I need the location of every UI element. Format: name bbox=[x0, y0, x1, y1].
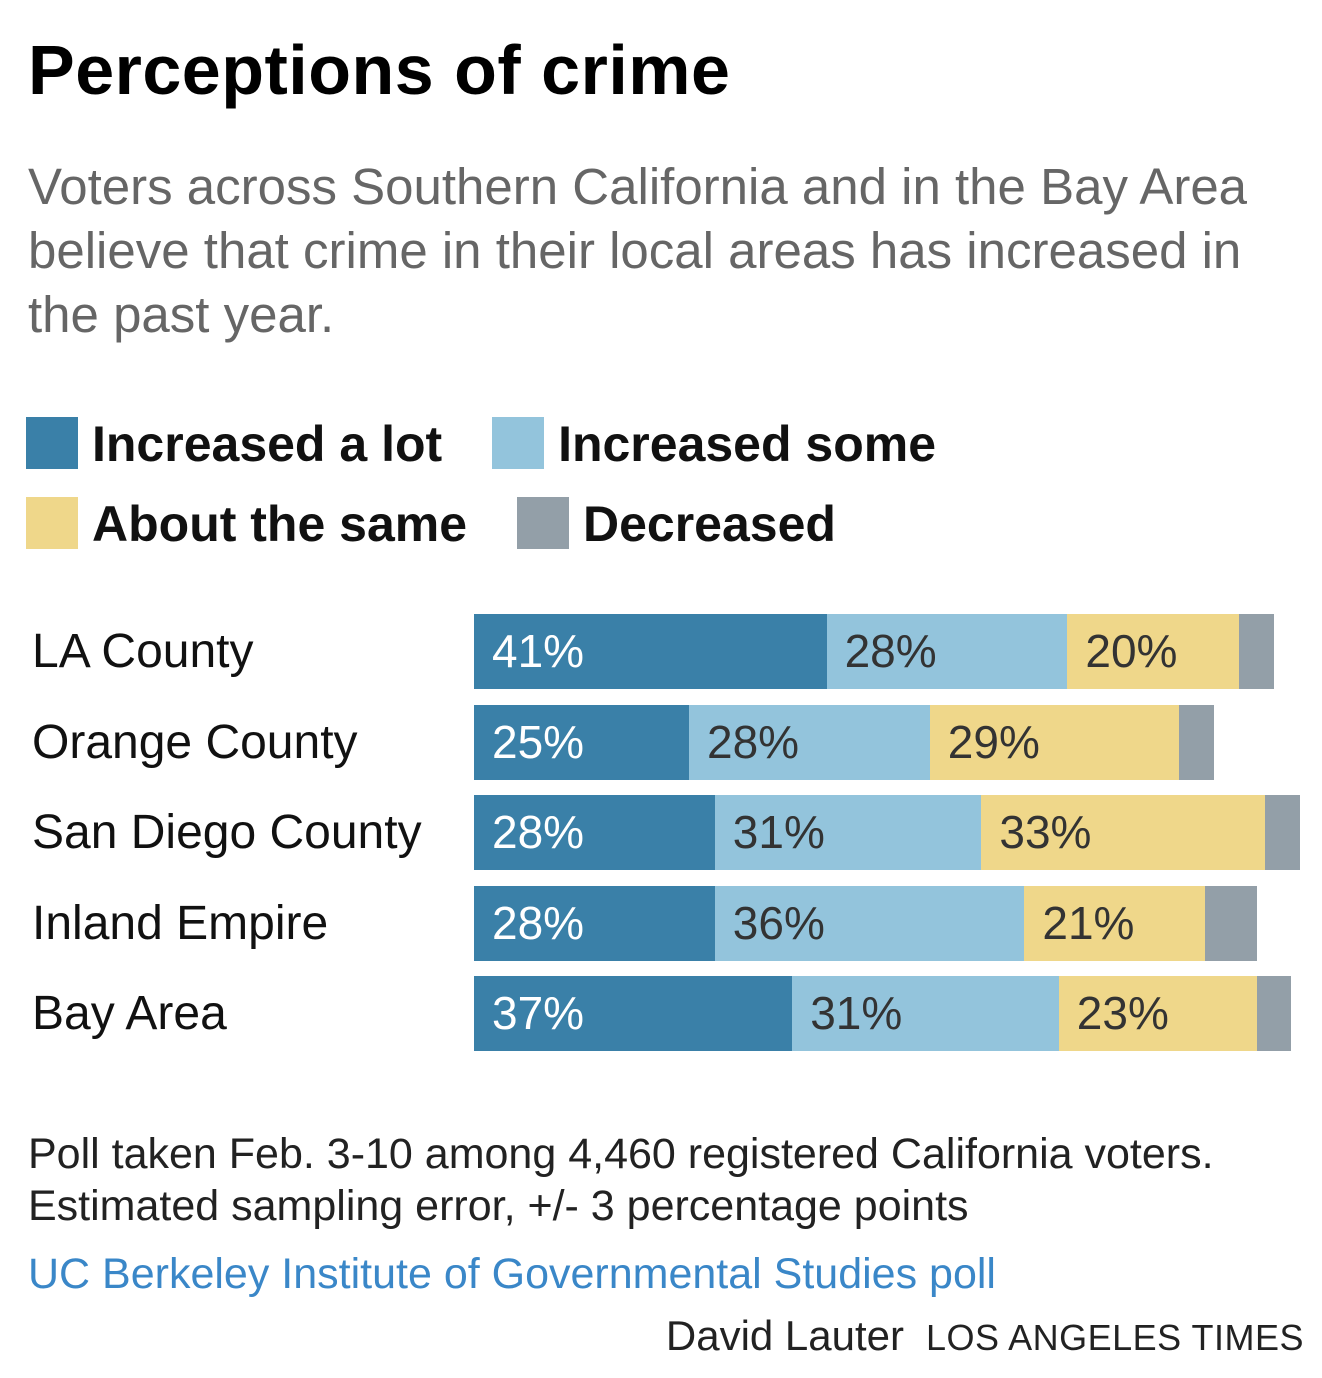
bar-segment-increased-some: 31% bbox=[792, 976, 1059, 1051]
category-label: LA County bbox=[32, 625, 254, 678]
legend-label: Increased a lot bbox=[92, 416, 443, 472]
data-label: 28% bbox=[707, 715, 800, 768]
legend-item-decreased: Decreased bbox=[516, 484, 836, 564]
note-line: Estimated sampling error, +/- 3 percenta… bbox=[28, 1182, 969, 1230]
category-label: San Diego County bbox=[32, 806, 422, 859]
bar-segment-increased-some: 36% bbox=[714, 885, 1025, 961]
data-label: 31% bbox=[810, 987, 903, 1039]
legend-swatch bbox=[26, 417, 78, 469]
legend-item-increased-a-lot: Increased a lot bbox=[26, 404, 442, 484]
bar-segment-decreased bbox=[1179, 704, 1214, 780]
legend-swatch bbox=[516, 497, 569, 549]
bar-segment-increased-some: 28% bbox=[826, 614, 1068, 689]
data-label: 29% bbox=[947, 715, 1040, 768]
poll-note: Poll taken Feb. 3-10 among 4,460 registe… bbox=[28, 1128, 1214, 1232]
bar-segment-decreased bbox=[1256, 976, 1291, 1051]
bar-segment-about-the-same: 33% bbox=[981, 795, 1266, 870]
credit: David Lauter LOS ANGELES TIMES bbox=[666, 1312, 1304, 1360]
category-label: Bay Area bbox=[32, 987, 227, 1040]
bar-segment-decreased bbox=[1239, 614, 1274, 689]
publisher-logo: LOS ANGELES TIMES bbox=[926, 1317, 1304, 1358]
data-label: 41% bbox=[492, 625, 585, 677]
bar-segment-about-the-same: 29% bbox=[929, 704, 1180, 780]
bar-segment-decreased bbox=[1265, 795, 1300, 870]
author: David Lauter bbox=[665, 1312, 905, 1359]
data-label: 36% bbox=[732, 896, 825, 949]
category-label: Inland Empire bbox=[32, 896, 329, 950]
bar-segment-about-the-same: 23% bbox=[1058, 976, 1257, 1051]
legend: Increased a lot Increased some About the… bbox=[26, 404, 1316, 564]
bar-segment-decreased bbox=[1205, 885, 1257, 961]
legend-item-increased-some: Increased some bbox=[492, 404, 936, 484]
bar-segment-increased-a-lot: 28% bbox=[474, 885, 715, 961]
bar-segment-increased-a-lot: 41% bbox=[474, 614, 827, 689]
data-label: 23% bbox=[1076, 987, 1169, 1039]
data-label: 28% bbox=[492, 896, 585, 949]
legend-label: Decreased bbox=[582, 496, 836, 552]
data-label: 20% bbox=[1085, 625, 1178, 677]
legend-label: About the same bbox=[92, 496, 468, 552]
bar-segment-increased-some: 31% bbox=[714, 795, 982, 870]
bar-segment-about-the-same: 20% bbox=[1067, 614, 1240, 689]
legend-label: Increased some bbox=[558, 416, 937, 472]
chart-title: Perceptions of crime bbox=[28, 31, 731, 109]
bar-segment-increased-a-lot: 37% bbox=[474, 976, 793, 1051]
data-label: 33% bbox=[999, 806, 1092, 858]
note-line: Poll taken Feb. 3-10 among 4,460 registe… bbox=[28, 1130, 1214, 1178]
data-label: 28% bbox=[492, 806, 585, 858]
bar-segment-increased-a-lot: 28% bbox=[474, 795, 715, 870]
legend-item-about-the-same: About the same bbox=[26, 484, 467, 564]
bar-segment-increased-a-lot: 25% bbox=[474, 704, 689, 780]
legend-swatch bbox=[26, 497, 78, 549]
chart-subtitle: Voters across Southern California and in… bbox=[28, 158, 1248, 343]
data-label: 31% bbox=[732, 806, 825, 858]
data-label: 21% bbox=[1042, 896, 1135, 949]
data-label: 28% bbox=[844, 625, 937, 677]
source-link[interactable]: UC Berkeley Institute of Governmental St… bbox=[28, 1250, 996, 1298]
legend-swatch bbox=[492, 417, 545, 469]
bar-segment-increased-some: 28% bbox=[689, 704, 930, 780]
data-label: 25% bbox=[492, 715, 585, 768]
category-label: Orange County bbox=[32, 715, 358, 769]
bar-segment-about-the-same: 21% bbox=[1024, 885, 1205, 961]
data-label: 37% bbox=[492, 987, 585, 1039]
